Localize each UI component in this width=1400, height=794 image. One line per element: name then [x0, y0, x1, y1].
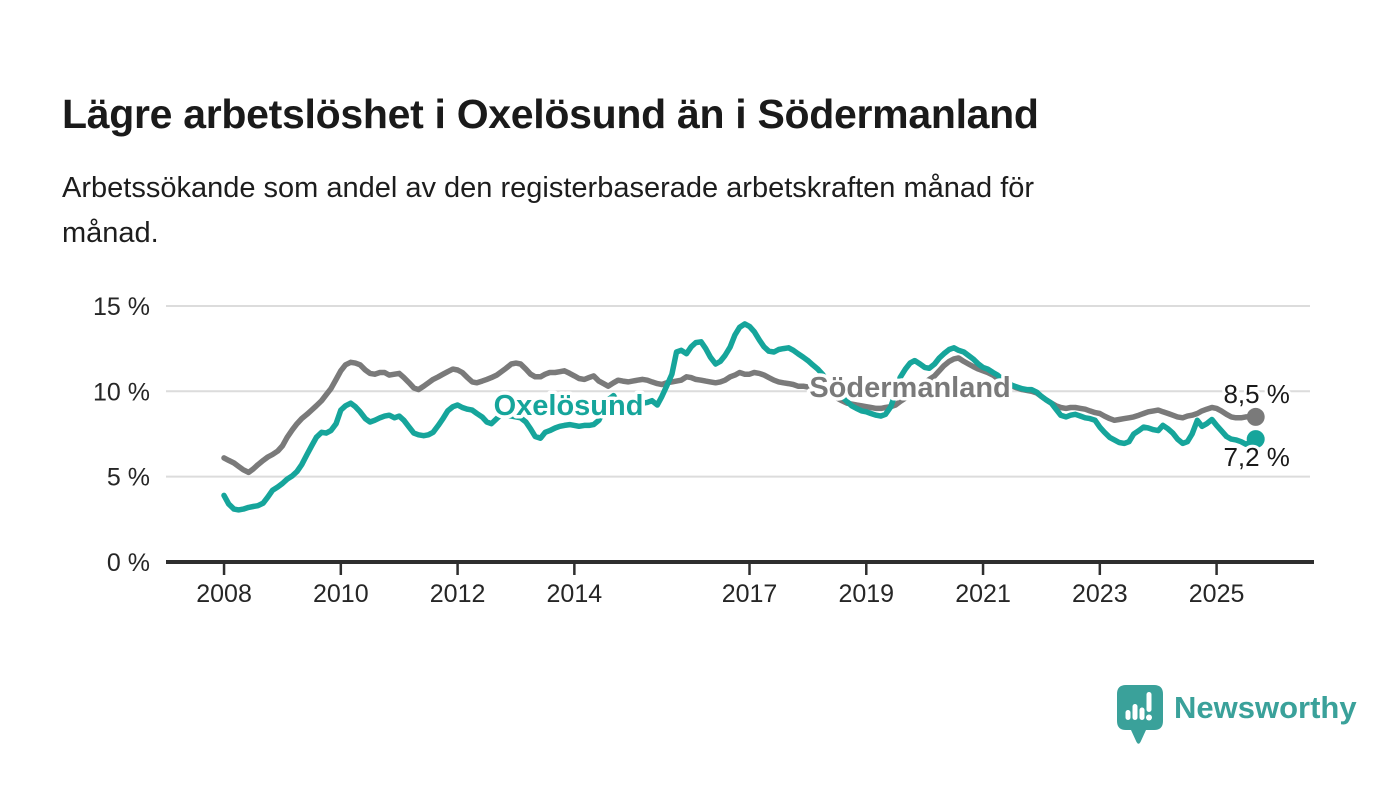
chart-title: Lägre arbetslöshet i Oxelösund än i Söde…: [62, 91, 1039, 138]
end-value-label-södermanland: 8,5 %: [1223, 379, 1290, 409]
chart-subtitle-line1: Arbetssökande som andel av den registerb…: [62, 172, 1035, 204]
y-tick-label: 15 %: [93, 293, 150, 321]
newsworthy-logo: Newsworthy: [1116, 684, 1357, 746]
x-tick-label: 2019: [838, 580, 894, 608]
line-chart: 0 % 5 % 10 % 15 % 2008 2010 2012 2014 2017 2019 20…: [93, 293, 1314, 608]
series-lines: [221, 321, 1265, 513]
x-tick-label: 2008: [196, 580, 252, 608]
annotations: Södermanland 8,5 % Oxelösund 7,2 %: [490, 369, 1293, 476]
bar-chart-glyph: [1125, 692, 1152, 721]
gridlines: [166, 304, 1310, 478]
x-tick-label: 2014: [547, 580, 603, 608]
series-label-södermanland: Södermanland: [809, 372, 1010, 404]
axis: 0 % 5 % 10 % 15 % 2008 2010 2012 2014 2017 2019 20…: [93, 293, 1314, 608]
x-tick-label: 2012: [430, 580, 486, 608]
y-tick-label: 10 %: [93, 378, 150, 406]
chart-subtitle-line2: månad.: [62, 217, 159, 249]
end-value-label-oxelösund: 7,2 %: [1223, 442, 1290, 472]
x-tick-label: 2025: [1189, 580, 1245, 608]
brand-name: Newsworthy: [1174, 690, 1357, 725]
end-dot-oxelösund: [1246, 430, 1265, 449]
x-tick-label: 2017: [722, 580, 778, 608]
chart-subtitle: Arbetssökande som andel av den registerb…: [62, 166, 1262, 256]
end-dot-södermanland: [1246, 407, 1265, 426]
y-tick-label: 5 %: [107, 464, 150, 492]
x-tick-label: 2021: [955, 580, 1011, 608]
series-line-södermanland: [221, 355, 1259, 476]
newsworthy-icon: [1117, 685, 1163, 744]
series-label-oxelösund: Oxelösund: [494, 390, 644, 422]
series-line-oxelösund: [221, 321, 1259, 513]
x-tick-label: 2023: [1072, 580, 1128, 608]
y-tick-label: 0 %: [107, 549, 150, 577]
x-tick-label: 2010: [313, 580, 369, 608]
